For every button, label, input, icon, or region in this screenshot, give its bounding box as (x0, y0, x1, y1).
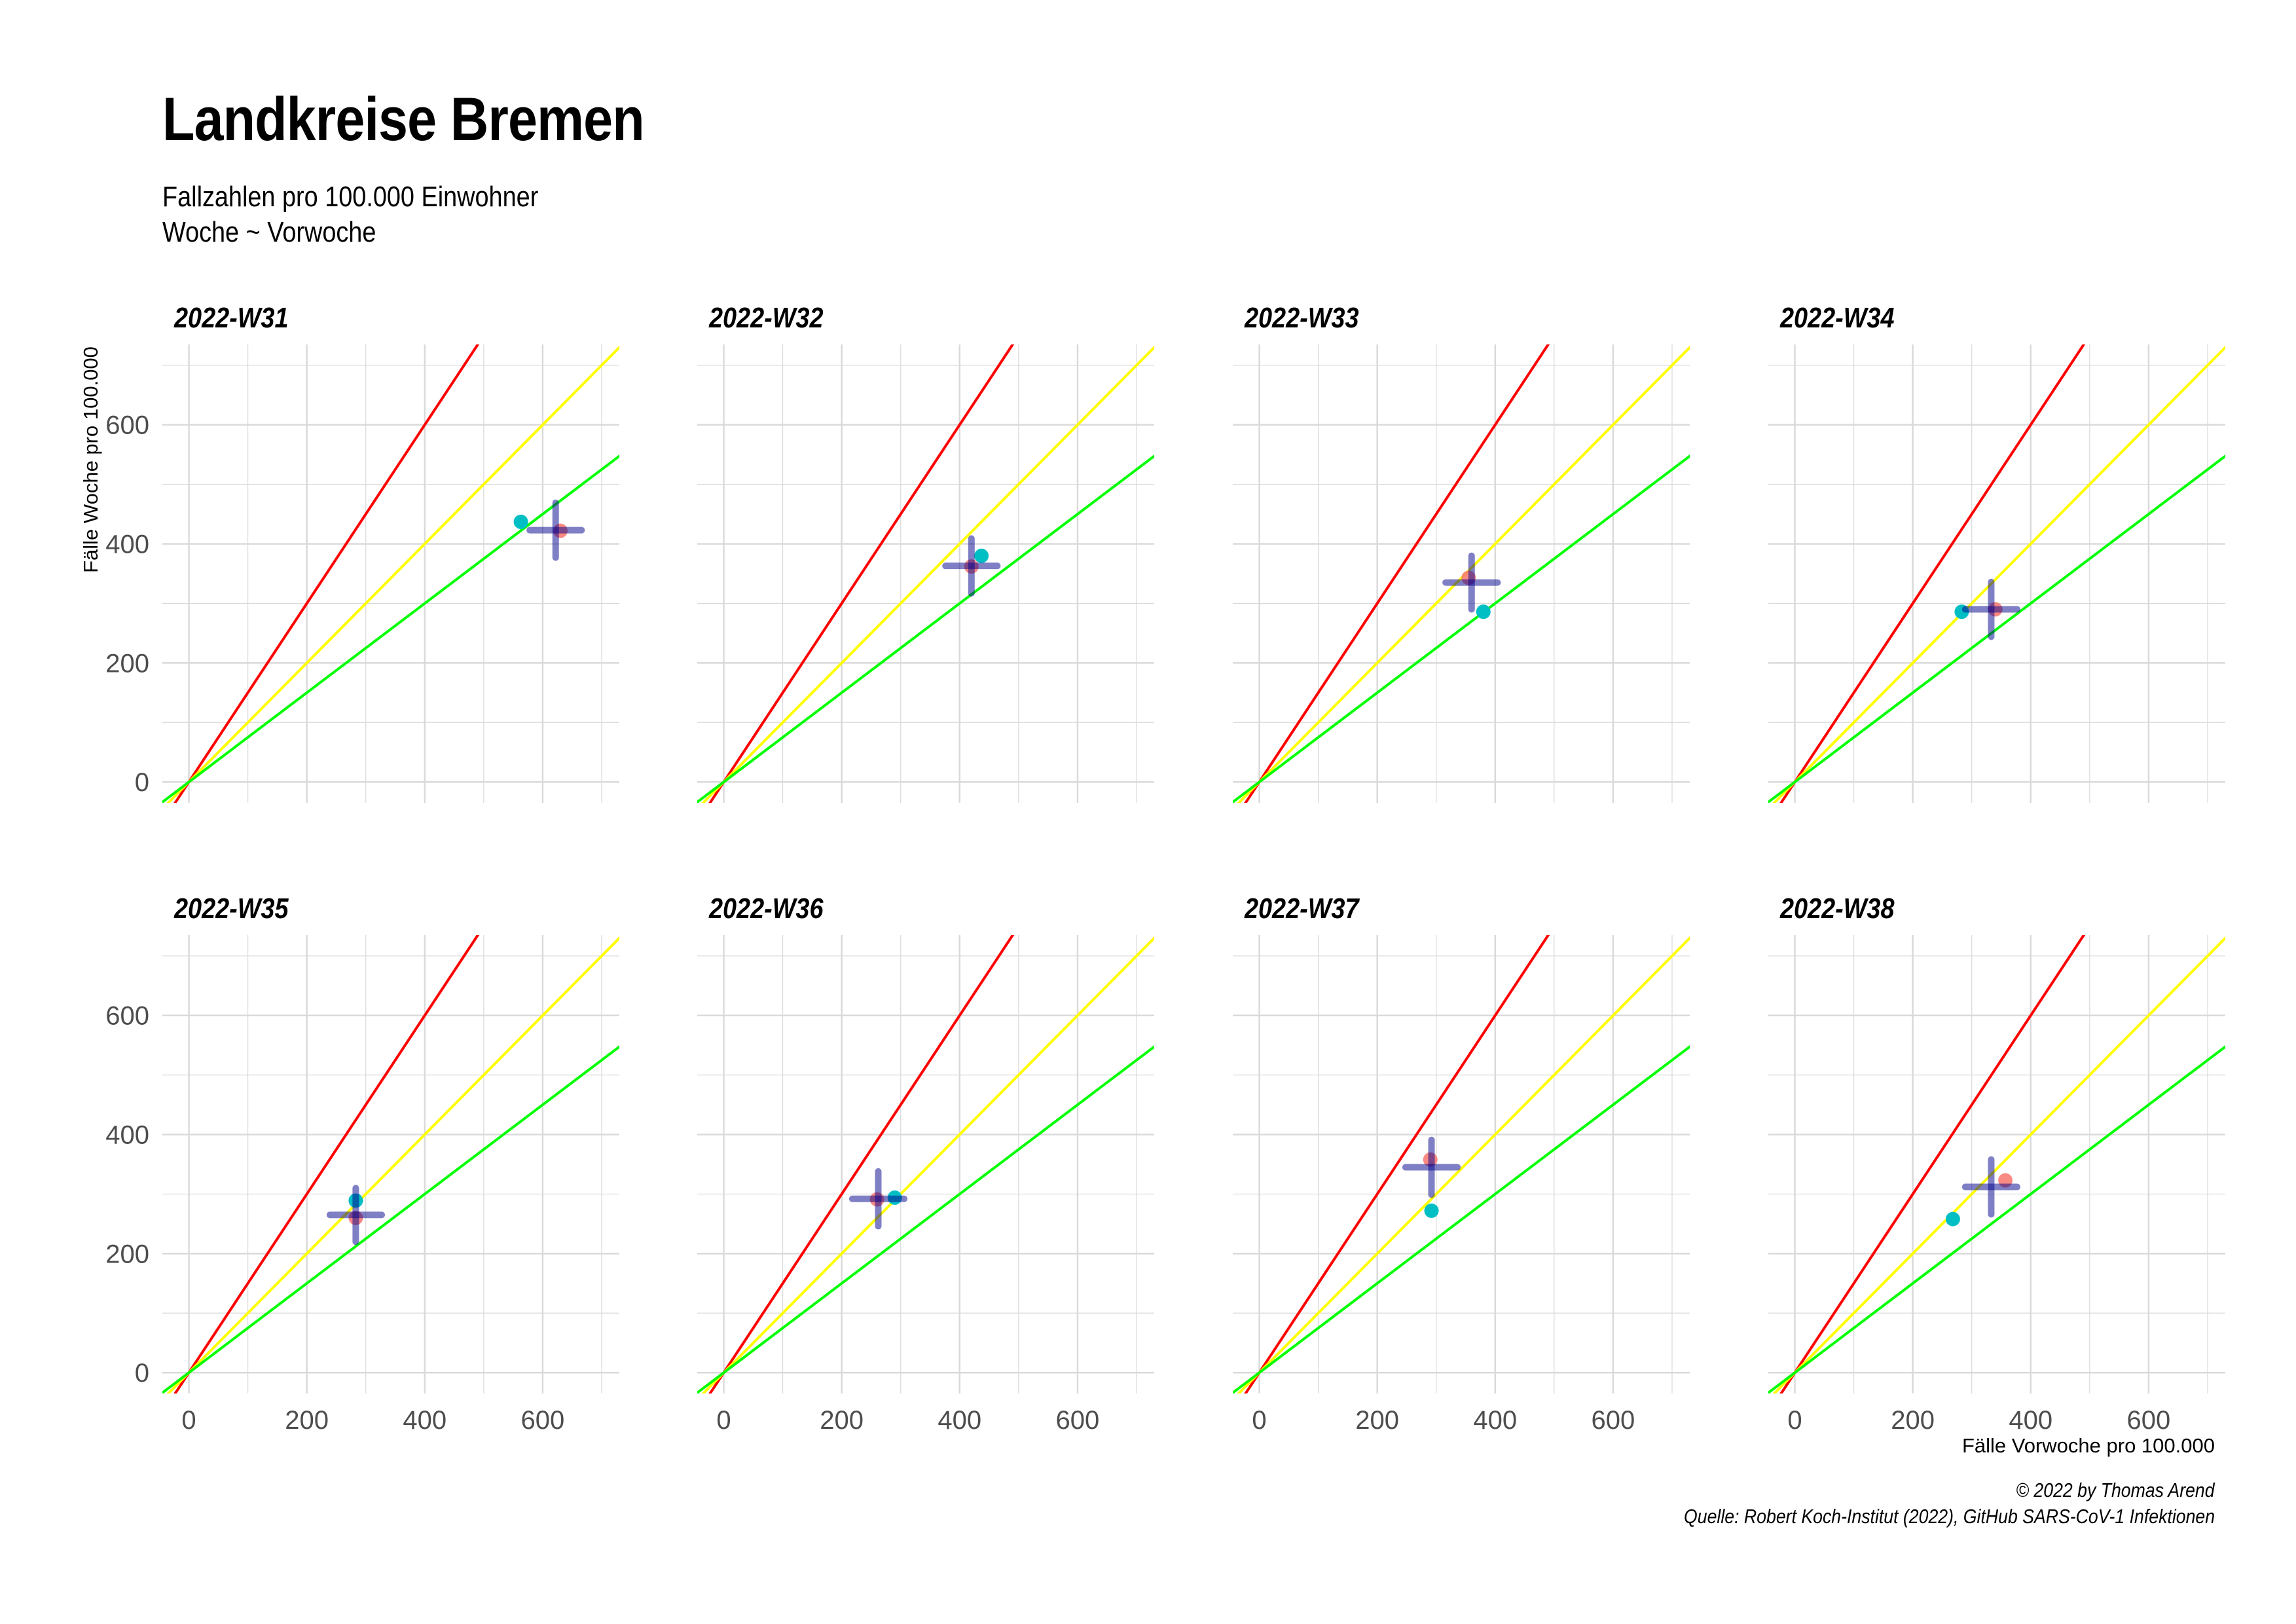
panel-2022-w32: 2022-W32 (697, 301, 1154, 803)
reference-line-green (162, 1044, 619, 1393)
panel-label: 2022-W35 (173, 892, 289, 924)
reference-line-red (1244, 935, 1550, 1393)
grid (697, 935, 1154, 1393)
y-tick-label: 400 (105, 1121, 149, 1150)
x-tick-label: 400 (938, 1406, 981, 1435)
reference-line-red (173, 935, 480, 1393)
reference-line-yellow (166, 936, 619, 1393)
x-tick-label: 200 (820, 1406, 864, 1435)
y-tick-label: 200 (105, 1240, 149, 1268)
caption-copyright: © 2022 by Thomas Arend (2016, 1479, 2215, 1502)
data-point-cyan (1424, 1203, 1439, 1218)
grid (1233, 344, 1690, 803)
panel-2022-w33: 2022-W33 (1233, 301, 1690, 803)
panel-2022-w34: 2022-W34 (1768, 301, 2225, 803)
crosshair (326, 1185, 386, 1246)
crosshair (848, 1168, 908, 1230)
x-tick-label: 600 (2127, 1406, 2171, 1435)
data-point-cyan (974, 548, 989, 563)
x-tick-label: 200 (1891, 1406, 1935, 1435)
reference-line-red (173, 344, 480, 803)
reference-line-yellow (1772, 345, 2225, 803)
reference-line-green (1768, 1044, 2225, 1393)
reference-line-yellow (1237, 345, 1690, 803)
reference-line-yellow (1772, 936, 2225, 1393)
reference-line-green (1233, 1044, 1690, 1393)
panel-label: 2022-W36 (708, 892, 824, 924)
panel-2022-w35: 2022-W35 0 200 400 600 0 200 400 600 (105, 892, 619, 1435)
panel-label: 2022-W31 (173, 301, 288, 333)
y-tick-label: 600 (105, 411, 149, 440)
reference-line-red (1779, 935, 2086, 1393)
caption-source: Quelle: Robert Koch-Institut (2022), Git… (1683, 1505, 2215, 1528)
panel-2022-w31: 2022-W31 0 200 400 600 (105, 301, 619, 803)
y-axis-title: Fälle Woche pro 100.000 (79, 346, 102, 573)
x-tick-label: 600 (521, 1406, 565, 1435)
crosshair (1961, 1156, 2021, 1218)
crosshair (526, 499, 585, 561)
crosshair (1402, 1136, 1461, 1198)
panel-2022-w37: 2022-W37 0 200 400 600 (1233, 892, 1690, 1435)
panel-label: 2022-W34 (1779, 301, 1895, 333)
reference-line-red (1779, 344, 2086, 803)
panel-label: 2022-W38 (1779, 892, 1895, 924)
y-tick-label: 0 (135, 768, 149, 797)
chart-title: Landkreise Bremen (162, 84, 645, 153)
grid (162, 935, 619, 1393)
reference-line-yellow (166, 345, 619, 803)
x-tick-label: 0 (1252, 1406, 1266, 1435)
crosshair (1442, 552, 1501, 613)
reference-line-green (1233, 454, 1690, 803)
chart-subtitle-line-1: Fallzahlen pro 100.000 Einwohner (162, 181, 539, 213)
y-tick-label: 0 (135, 1359, 149, 1388)
grid (697, 344, 1154, 803)
reference-line-green (1768, 454, 2225, 803)
grid (1768, 344, 2225, 803)
reference-line-green (697, 1044, 1154, 1393)
crosshair (1961, 578, 2021, 640)
panel-label: 2022-W37 (1244, 892, 1360, 924)
panel-label: 2022-W33 (1244, 301, 1359, 333)
reference-line-yellow (1237, 936, 1690, 1393)
y-tick-label: 400 (105, 530, 149, 559)
reference-line-red (708, 344, 1015, 803)
reference-line-red (708, 935, 1015, 1393)
x-tick-label: 200 (285, 1406, 329, 1435)
x-tick-label: 600 (1056, 1406, 1100, 1435)
reference-line-green (162, 454, 619, 803)
panel-2022-w36: 2022-W36 0 200 400 600 (697, 892, 1154, 1435)
x-axis-title: Fälle Vorwoche pro 100.000 (1962, 1434, 2215, 1457)
panel-2022-w38: 2022-W38 0 200 400 600 (1768, 892, 2225, 1435)
data-point-cyan (1945, 1211, 1960, 1227)
reference-line-red (1244, 344, 1550, 803)
x-tick-label: 600 (1592, 1406, 1635, 1435)
x-tick-label: 0 (716, 1406, 731, 1435)
y-tick-label: 600 (105, 1002, 149, 1031)
x-tick-label: 0 (1787, 1406, 1802, 1435)
x-tick-label: 200 (1355, 1406, 1399, 1435)
panel-label: 2022-W32 (708, 301, 824, 333)
chart-subtitle-line-2: Woche ~ Vorwoche (162, 216, 376, 248)
data-point-cyan (513, 514, 528, 529)
reference-line-yellow (701, 936, 1154, 1393)
grid (1768, 935, 2225, 1393)
grid (162, 344, 619, 803)
x-tick-label: 400 (1473, 1406, 1517, 1435)
grid (1233, 935, 1690, 1393)
data-point-cyan (1476, 604, 1491, 619)
x-tick-label: 400 (403, 1406, 446, 1435)
x-tick-label: 0 (181, 1406, 196, 1435)
crosshair (942, 535, 1001, 597)
reference-line-green (697, 454, 1154, 803)
reference-line-yellow (701, 345, 1154, 803)
y-tick-label: 200 (105, 649, 149, 678)
x-tick-label: 400 (2009, 1406, 2052, 1435)
